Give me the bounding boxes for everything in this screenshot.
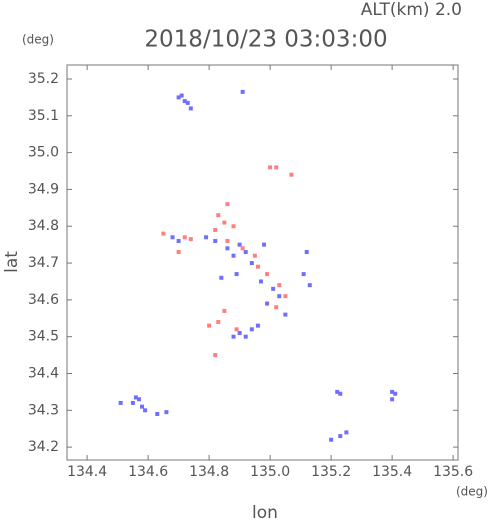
echo-point [240, 89, 245, 94]
echo-point [176, 95, 181, 100]
echo-point [283, 312, 288, 317]
echo-point [289, 172, 294, 177]
echo-point [140, 404, 145, 409]
y-tick-label: 34.5 [28, 329, 59, 345]
echo-point [155, 411, 160, 416]
echo-point [307, 283, 312, 288]
echo-point [344, 430, 349, 435]
echo-point [143, 408, 148, 413]
y-tick-label: 35.2 [28, 71, 59, 87]
echo-point [335, 389, 340, 394]
echo-point [258, 279, 263, 284]
echo-point [277, 283, 282, 288]
echo-point [231, 224, 236, 229]
echo-point [390, 389, 395, 394]
echo-point [265, 301, 270, 306]
echo-point [231, 334, 236, 339]
x-tick-label: 134.8 [189, 464, 229, 480]
y-tick-label: 34.8 [28, 218, 59, 234]
x-tick-label: 135.6 [433, 464, 473, 480]
echo-point [277, 294, 282, 299]
y-tick-label: 35.0 [28, 145, 59, 161]
echo-point [255, 264, 260, 269]
echo-point [222, 308, 227, 313]
echo-point [283, 294, 288, 299]
y-axis-label: lat [2, 251, 22, 273]
echo-point [271, 286, 276, 291]
echo-point [213, 238, 218, 243]
echo-point [130, 400, 135, 405]
echo-point [136, 397, 141, 402]
echo-point [182, 99, 187, 104]
echo-point [216, 319, 221, 324]
y-tick-label: 34.4 [28, 365, 59, 381]
echo-point [204, 235, 209, 240]
echo-point [234, 327, 239, 332]
echo-point [179, 93, 184, 98]
echo-point [133, 395, 138, 400]
plot-frame [66, 64, 459, 461]
echo-point [188, 237, 193, 242]
echo-point [188, 106, 193, 111]
echo-point [222, 220, 227, 225]
echo-point [268, 165, 273, 170]
echo-point [170, 235, 175, 240]
echo-point [329, 437, 334, 442]
echo-point [255, 323, 260, 328]
echo-point [338, 391, 343, 396]
y-tick-label: 34.3 [28, 402, 59, 418]
y-tick-label: 34.9 [28, 181, 59, 197]
x-axis-label: lon [252, 503, 278, 521]
echo-point [213, 227, 218, 232]
y-unit: (deg) [22, 33, 54, 47]
echo-point [252, 253, 257, 258]
echo-point [301, 272, 306, 277]
echo-point [164, 410, 169, 415]
echo-point [161, 231, 166, 236]
echo-point [207, 323, 212, 328]
x-tick-label: 135.2 [311, 464, 351, 480]
y-tick-label: 34.2 [28, 439, 59, 455]
x-tick-label: 135.4 [372, 464, 412, 480]
x-tick-label: 134.6 [128, 464, 168, 480]
echo-point [390, 397, 395, 402]
echo-point [237, 330, 242, 335]
echo-point [213, 353, 218, 358]
echo-point [249, 261, 254, 266]
echo-point [219, 275, 224, 280]
echo-point [225, 202, 230, 207]
echo-point [249, 327, 254, 332]
y-tick-label: 34.6 [28, 292, 59, 308]
echo-point [237, 242, 242, 247]
y-tick-label: 34.7 [28, 255, 59, 271]
echo-point [225, 246, 230, 251]
x-tick-label: 135.0 [250, 464, 290, 480]
echo-point [231, 253, 236, 258]
echo-point [262, 242, 267, 247]
altitude-label: ALT(km) 2.0 [361, 0, 462, 20]
echo-point [243, 334, 248, 339]
echo-point [393, 391, 398, 396]
echo-point [176, 238, 181, 243]
echo-point [274, 165, 279, 170]
echo-point [216, 213, 221, 218]
echo-point [118, 400, 123, 405]
chart-title: 2018/10/23 03:03:00 [144, 27, 387, 53]
x-unit: (deg) [456, 485, 488, 499]
echo-point [185, 100, 190, 105]
echo-point [240, 246, 245, 251]
x-tick-label: 134.4 [67, 464, 107, 480]
echo-point [243, 250, 248, 255]
echo-point [176, 250, 181, 255]
echo-point [304, 250, 309, 255]
echo-point [234, 272, 239, 277]
echo-point [274, 305, 279, 310]
y-tick-label: 35.1 [28, 108, 59, 124]
echo-point [338, 434, 343, 439]
echo-point [265, 272, 270, 277]
echo-point [225, 238, 230, 243]
echo-point [182, 235, 187, 240]
